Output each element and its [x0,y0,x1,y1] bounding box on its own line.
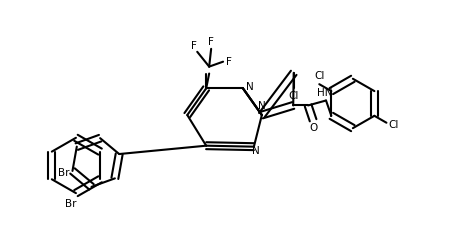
Text: N: N [258,101,266,111]
Text: Cl: Cl [289,91,299,101]
Text: Br: Br [65,199,77,209]
Text: Cl: Cl [314,71,325,81]
Text: O: O [309,123,317,133]
Text: F: F [208,37,214,47]
Text: Br: Br [58,168,70,178]
Text: HN: HN [317,88,333,98]
Text: N: N [252,146,259,156]
Text: Cl: Cl [388,120,399,130]
Text: F: F [226,57,232,67]
Text: F: F [191,41,197,51]
Text: N: N [246,82,254,92]
